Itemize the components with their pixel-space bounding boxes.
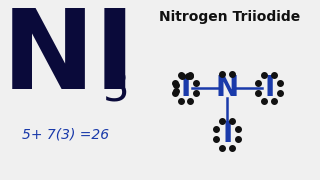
Text: I: I xyxy=(180,74,191,102)
Text: NI: NI xyxy=(2,5,137,112)
Text: N: N xyxy=(216,74,239,102)
Text: Nitrogen Triiodide: Nitrogen Triiodide xyxy=(159,10,300,24)
Text: 5+ 7(3) =26: 5+ 7(3) =26 xyxy=(22,128,109,142)
Text: I: I xyxy=(222,120,233,148)
Text: I: I xyxy=(264,74,274,102)
Text: 3: 3 xyxy=(103,68,129,110)
